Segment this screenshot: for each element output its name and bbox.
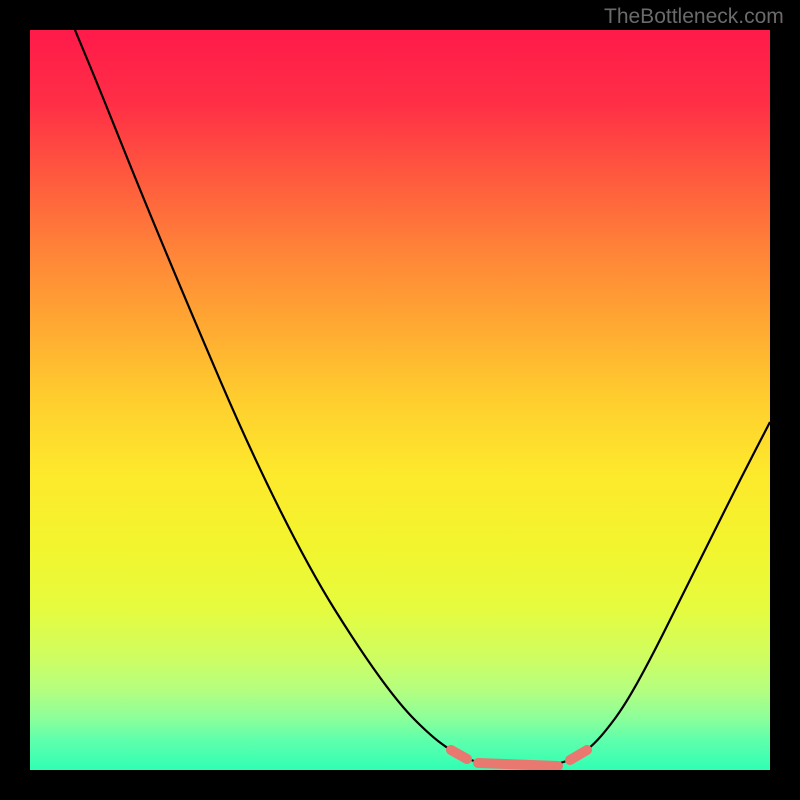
gradient-background bbox=[30, 30, 770, 770]
watermark-text: TheBottleneck.com bbox=[604, 5, 784, 29]
highlight-segment bbox=[478, 763, 558, 766]
bottleneck-chart bbox=[30, 30, 770, 770]
